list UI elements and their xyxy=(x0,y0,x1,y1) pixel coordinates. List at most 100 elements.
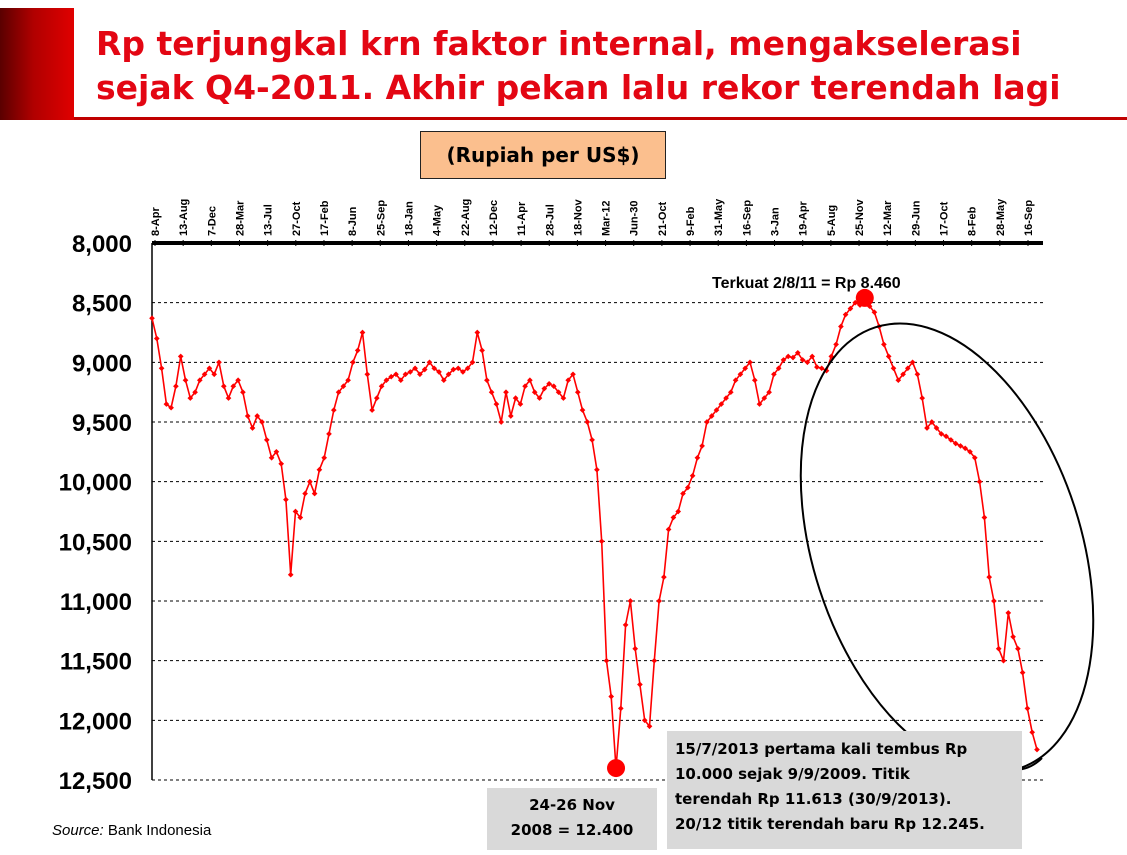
x-tick-label: 17-Feb xyxy=(319,200,331,236)
series-point xyxy=(732,377,739,384)
series-point xyxy=(421,366,428,373)
x-tick-label: 25-Sep xyxy=(375,200,387,236)
info-annotation-line1: 15/7/2013 pertama kali tembus Rp xyxy=(675,740,968,758)
series-point xyxy=(656,598,662,604)
series-point xyxy=(440,377,447,384)
series-point xyxy=(550,383,557,390)
y-tick-label: 8,000 xyxy=(72,231,132,258)
series-point xyxy=(761,395,768,401)
min-annotation-box: 24-26 Nov 2008 = 12.400 xyxy=(487,788,657,850)
series-point xyxy=(182,377,189,384)
series-point xyxy=(962,445,969,452)
series-point xyxy=(527,377,533,384)
series-point xyxy=(919,395,926,401)
info-annotation-line4: 20/12 titik terendah baru Rp 12.245. xyxy=(675,815,985,833)
series-point xyxy=(417,371,423,378)
series-point xyxy=(766,389,772,396)
series-point xyxy=(307,478,313,485)
series-point xyxy=(594,466,600,473)
series-point xyxy=(995,645,1002,652)
series-point xyxy=(531,389,538,396)
series-point xyxy=(818,365,825,372)
series-point xyxy=(445,371,452,378)
info-annotation-line3: terendah Rp 11.613 (30/9/2013). xyxy=(675,790,952,808)
series-point xyxy=(976,478,983,485)
series-point xyxy=(895,377,902,384)
x-tick-label: 7-Dec xyxy=(206,206,218,236)
series-point xyxy=(1010,633,1016,640)
x-tick-label: Mar-12 xyxy=(601,201,613,236)
series-point xyxy=(1000,657,1007,664)
series-point xyxy=(737,371,744,378)
series-point xyxy=(311,490,318,497)
x-tick-label: 22-Aug xyxy=(460,199,472,236)
x-tick-label: 9-Feb xyxy=(685,206,697,236)
series-point xyxy=(1024,705,1031,712)
series-point xyxy=(546,380,552,387)
series-point xyxy=(517,401,524,407)
series-point xyxy=(684,484,691,491)
series-point xyxy=(742,365,749,372)
x-tick-label: 27-Oct xyxy=(291,201,303,236)
series-point xyxy=(1015,645,1021,652)
series-point xyxy=(211,371,218,378)
series-point xyxy=(747,359,753,366)
series-point xyxy=(263,437,270,443)
series-point xyxy=(608,693,615,700)
x-tick-label: Jun-30 xyxy=(629,201,641,236)
series-point xyxy=(661,574,667,580)
series-point xyxy=(196,377,203,384)
series-point xyxy=(479,347,485,354)
x-tick-label: 28-Mar xyxy=(234,200,246,236)
series-point xyxy=(244,413,251,419)
series-point xyxy=(302,490,308,497)
info-annotation-box: 15/7/2013 pertama kali tembus Rp 10.000 … xyxy=(667,731,1022,849)
series-point xyxy=(924,425,930,431)
series-point xyxy=(756,401,763,407)
x-tick-label: 12-Mar xyxy=(882,200,894,236)
source-name: Bank Indonesia xyxy=(107,822,212,839)
series-point xyxy=(881,341,887,348)
series-point xyxy=(373,395,380,401)
series-point xyxy=(287,571,294,578)
series-point xyxy=(967,448,973,455)
series-point xyxy=(436,369,442,375)
series-point xyxy=(694,454,701,461)
x-tick-label: 11-Apr xyxy=(516,201,528,236)
series-point xyxy=(484,377,490,384)
series-point xyxy=(900,371,906,378)
x-tick-label: 18-Jan xyxy=(403,201,415,236)
y-tick-label: 8,500 xyxy=(72,291,132,318)
series-point xyxy=(790,354,796,361)
series-point xyxy=(804,359,811,366)
series-point xyxy=(240,389,246,396)
x-tick-label: 4-May xyxy=(432,204,444,236)
y-tick-label: 10,000 xyxy=(59,470,132,497)
series-point xyxy=(173,383,179,390)
series-point xyxy=(981,514,988,521)
series-point xyxy=(838,323,844,330)
x-tick-label: 8-Jun xyxy=(347,206,359,236)
series-point xyxy=(1029,729,1036,736)
series-point xyxy=(699,443,705,449)
title-underline xyxy=(74,117,1127,120)
series-point xyxy=(354,347,361,354)
series-point xyxy=(206,365,213,372)
series-point xyxy=(632,645,639,652)
source-prefix: Source: xyxy=(52,822,104,839)
strongest-point-marker xyxy=(855,288,874,307)
x-tick-label: 29-Jun xyxy=(910,200,922,236)
unit-label: (Rupiah per US$) xyxy=(420,131,666,179)
series-point xyxy=(713,407,720,413)
series-point xyxy=(397,377,404,384)
x-tick-label: 3-Jan xyxy=(770,207,782,236)
series-point xyxy=(378,383,385,390)
y-tick-label: 9,500 xyxy=(72,410,132,437)
series-point xyxy=(589,437,595,443)
x-tick-label: 16-Sep xyxy=(1023,200,1035,236)
series-point xyxy=(225,395,232,401)
x-tick-label: 13-Jul xyxy=(263,204,275,236)
y-tick-label: 11,500 xyxy=(60,649,132,676)
series-point xyxy=(579,407,586,413)
